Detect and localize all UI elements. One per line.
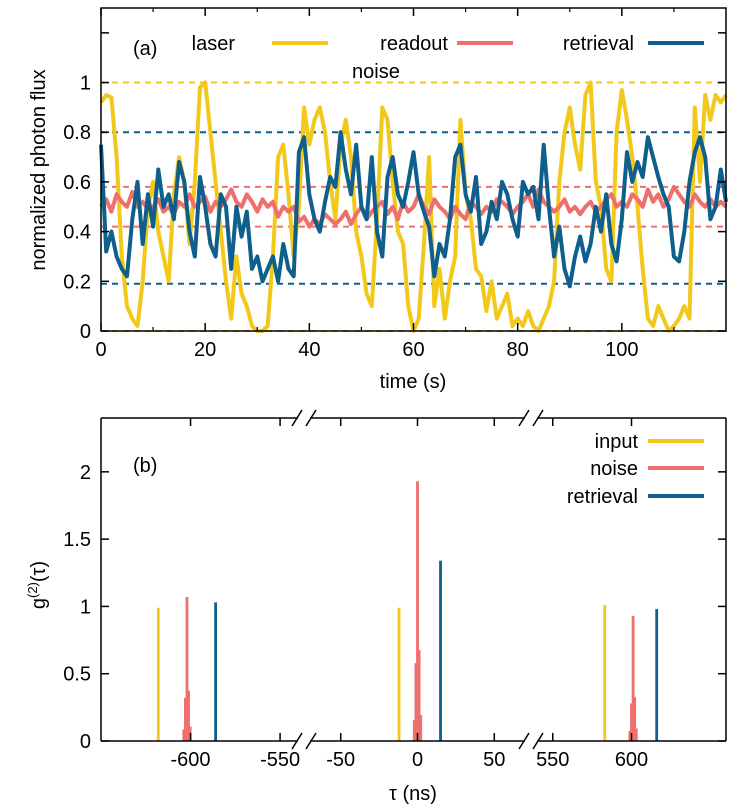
- axis-break-mark: [532, 732, 544, 750]
- bar-noise-0: [182, 729, 186, 741]
- x-tick-label-b: -50: [326, 749, 355, 771]
- bar-retrieval-1: [439, 560, 442, 741]
- y-axis-label-b: g(2)(τ): [25, 561, 50, 609]
- y-tick-label-b: 2: [80, 462, 91, 484]
- x-tick-label-a: 40: [298, 339, 320, 361]
- legend-label-noise-b: noise: [590, 458, 638, 480]
- y-tick-label-b: 1: [80, 596, 91, 618]
- legend-label-readout: readout: [380, 33, 448, 55]
- bar-noise-2: [630, 703, 633, 741]
- axis-break-mark: [518, 409, 530, 427]
- x-tick-label-b: -550: [260, 749, 300, 771]
- x-tick-label-b: 600: [615, 749, 648, 771]
- panel-a: 0 20 40 60 80 100 0 0.2 0.4 0.6 0.8 1 (a) laser rea…: [28, 7, 728, 393]
- axis-ticks-a: 0 20 40 60 80 100 0 0.2 0.4 0.6 0.8 1: [63, 8, 726, 361]
- axis-break-mark: [305, 409, 317, 427]
- legend-label-laser: laser: [192, 33, 236, 55]
- x-axis-label-b: τ (ns): [389, 783, 437, 805]
- x-tick-label-a: 20: [194, 339, 216, 361]
- bar-noise-1: [419, 715, 423, 741]
- bar-noise-1: [412, 720, 416, 741]
- bar-noise-0: [185, 596, 189, 741]
- bar-noise-1: [416, 481, 419, 741]
- bar-noise-1: [417, 650, 421, 741]
- y-tick-label-a: 1: [80, 73, 91, 95]
- bar-noise-0: [187, 690, 190, 741]
- x-tick-label-b: 0: [412, 749, 423, 771]
- bar-noise-2: [633, 697, 637, 741]
- bar-noise-0: [183, 697, 187, 741]
- y-tick-label-a: 0: [80, 321, 91, 343]
- y-tick-label-a: 0.2: [63, 271, 91, 293]
- x-tick-label-a: 100: [605, 339, 638, 361]
- bar-retrieval-2: [655, 609, 659, 741]
- legend-label-input: input: [595, 431, 639, 453]
- bar-retrieval-0: [214, 602, 218, 741]
- panel-label-b: (b): [133, 455, 157, 477]
- bar-noise-1: [414, 663, 418, 741]
- axis-ticks-b: -600 -550 -50 0 50 550 600 0 0.5 1 1.5 2: [63, 418, 726, 771]
- bar-noise-2: [634, 728, 638, 741]
- legend-label-retrieval: retrieval: [563, 33, 634, 55]
- panel-label-a: (a): [133, 38, 157, 60]
- x-tick-label-b: 550: [536, 749, 569, 771]
- y-tick-label-b: 0: [80, 731, 91, 753]
- axis-break-mark: [518, 732, 530, 750]
- x-tick-label-b: 50: [483, 749, 505, 771]
- x-tick-label-a: 0: [95, 339, 106, 361]
- x-tick-label-a: 80: [507, 339, 529, 361]
- axis-break-mark: [532, 409, 544, 427]
- y-tick-label-b: 1.5: [63, 529, 91, 551]
- bar-input-1: [397, 607, 401, 741]
- series-group: [99, 80, 728, 333]
- bar-group: [156, 481, 659, 741]
- bar-noise-2: [628, 730, 632, 741]
- legend-label-retrieval-b: retrieval: [567, 486, 638, 508]
- axis-break-mark: [291, 732, 303, 750]
- series-line-retrieval: [99, 130, 728, 289]
- y-tick-label-a: 0.6: [63, 172, 91, 194]
- bar-input-0: [156, 607, 160, 741]
- x-axis-label-a: time (s): [380, 371, 447, 393]
- axis-break-mark: [291, 409, 303, 427]
- axis-break-mark: [305, 732, 317, 750]
- x-tick-label-a: 60: [402, 339, 424, 361]
- y-tick-label-a: 0.4: [63, 222, 91, 244]
- x-tick-label-b: -600: [171, 749, 211, 771]
- y-tick-label-a: 0.8: [63, 122, 91, 144]
- legend-label-noise: noise: [352, 61, 400, 83]
- y-axis-label-a: normalized photon flux: [28, 69, 50, 270]
- bar-input-2: [603, 605, 607, 741]
- bar-noise-2: [631, 615, 635, 741]
- y-tick-label-b: 0.5: [63, 664, 91, 686]
